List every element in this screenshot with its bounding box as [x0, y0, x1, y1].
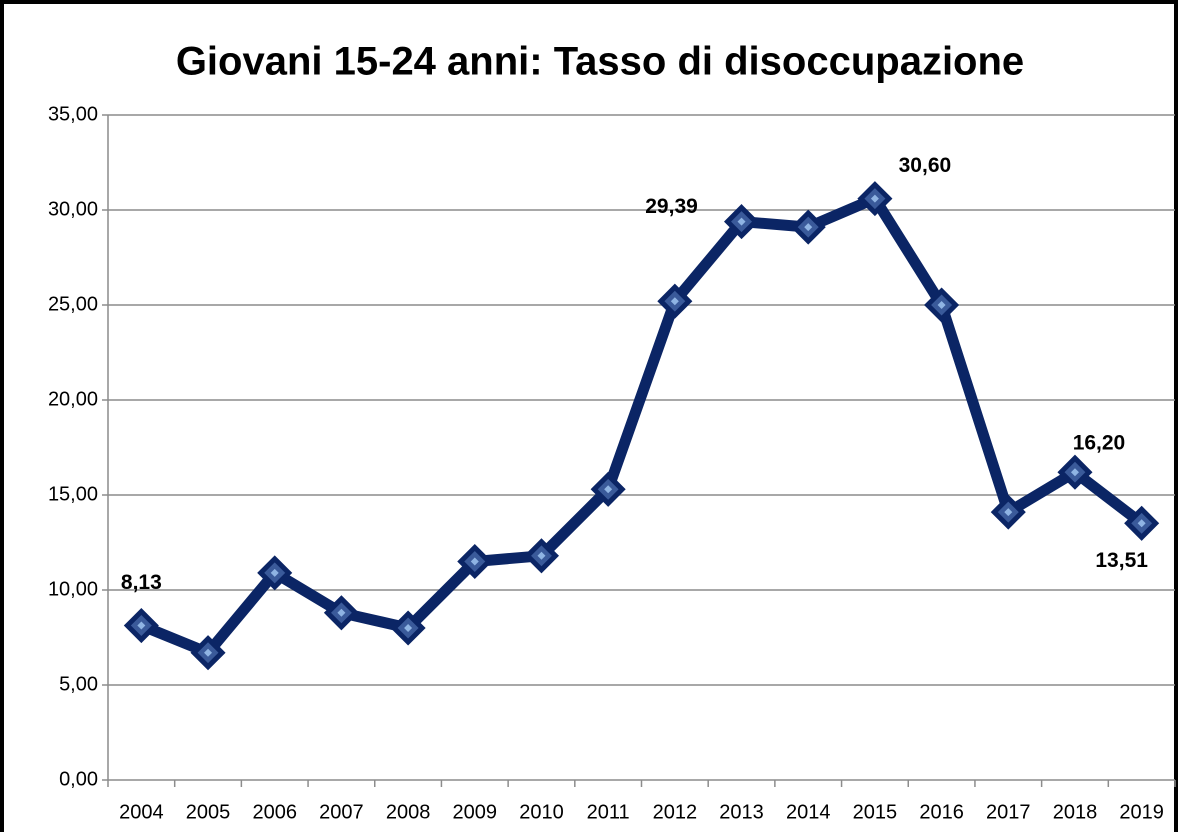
y-tick-label: 30,00	[48, 198, 98, 220]
x-tick-label: 2005	[186, 801, 231, 823]
marker-center	[270, 568, 279, 577]
y-tick-label: 20,00	[48, 388, 98, 410]
data-label: 30,60	[899, 154, 952, 177]
marker-center	[204, 648, 213, 657]
marker-center	[937, 301, 946, 309]
y-tick-label: 15,00	[48, 483, 98, 505]
marker-center	[470, 557, 479, 566]
x-tick-label: 2012	[653, 801, 698, 823]
x-tick-label: 2013	[719, 801, 764, 823]
data-label: 29,39	[645, 195, 698, 218]
data-label: 16,20	[1073, 432, 1126, 455]
x-tick-label: 2009	[453, 801, 498, 823]
marker-center	[404, 624, 413, 632]
marker-center	[1137, 519, 1146, 528]
marker-center	[604, 485, 613, 494]
x-tick-label: 2015	[853, 801, 898, 823]
x-tick-label: 2011	[587, 801, 630, 823]
marker-center	[870, 194, 879, 203]
x-tick-label: 2007	[319, 801, 364, 823]
x-tick-label: 2014	[786, 801, 831, 823]
y-tick-label: 10,00	[48, 578, 98, 600]
chart-title: Giovani 15-24 anni: Tasso di disoccupazi…	[176, 40, 1024, 84]
x-tick-label: 2008	[386, 801, 431, 823]
x-tick-label: 2017	[986, 801, 1031, 823]
y-tick-label: 5,00	[59, 673, 98, 695]
x-tick-label: 2019	[1119, 801, 1164, 823]
y-tick-label: 35,00	[48, 103, 98, 125]
marker-center	[737, 217, 746, 226]
x-tick-label: 2016	[919, 801, 964, 823]
y-tick-label: 25,00	[48, 293, 98, 315]
data-label: 13,51	[1095, 549, 1148, 572]
data-label: 8,13	[121, 571, 162, 594]
marker-center	[804, 223, 813, 232]
marker-center	[537, 551, 546, 560]
x-tick-label: 2004	[119, 801, 164, 823]
series-line	[139, 193, 1146, 659]
marker-center	[1004, 508, 1013, 517]
marker-center	[137, 621, 146, 630]
marker-center	[670, 297, 679, 306]
x-tick-label: 2018	[1053, 801, 1098, 823]
marker-center	[1070, 468, 1079, 477]
y-tick-label: 0,00	[59, 768, 98, 790]
x-tick-label: 2006	[252, 801, 297, 823]
marker-center	[337, 608, 346, 617]
x-tick-label: 2010	[519, 801, 564, 823]
